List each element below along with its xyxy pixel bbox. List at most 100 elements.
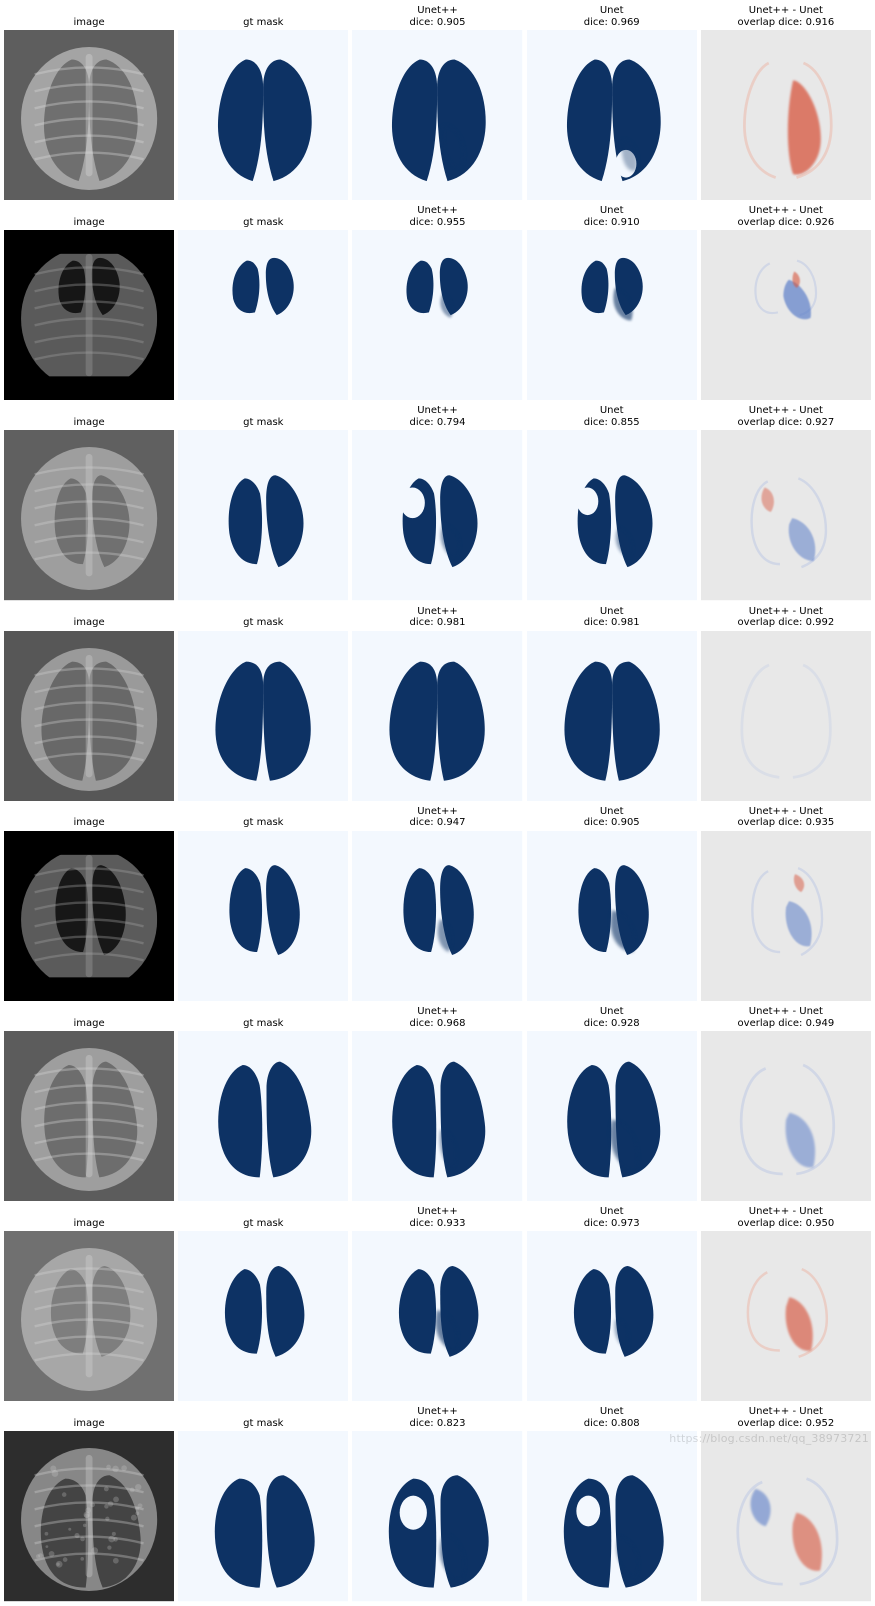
cell-r5-image: image (4, 1005, 174, 1201)
unet-svg (527, 831, 697, 1001)
panel-diff (701, 1031, 871, 1201)
title-gt: gt mask (243, 1405, 283, 1431)
image-svg (4, 631, 174, 801)
cell-r3-gt: gt mask (178, 605, 348, 801)
panel-image (4, 430, 174, 600)
panel-diff (701, 1231, 871, 1401)
title-diff: Unet++ - Unet overlap dice: 0.926 (738, 204, 835, 230)
title-unet: Unet dice: 0.910 (584, 204, 640, 230)
panel-unet (527, 631, 697, 801)
image-svg (4, 430, 174, 600)
title-image: image (74, 1005, 105, 1031)
panel-unet (527, 831, 697, 1001)
unet-svg (527, 30, 697, 200)
title-unetpp: Unet++ dice: 0.933 (410, 1205, 466, 1231)
title-diff: Unet++ - Unet overlap dice: 0.927 (738, 404, 835, 430)
panel-gt (178, 430, 348, 600)
cell-r2-image: image (4, 404, 174, 600)
cell-r1-unetpp: Unet++ dice: 0.955 (352, 204, 522, 400)
panel-diff (701, 631, 871, 801)
panel-gt (178, 1231, 348, 1401)
panel-unetpp (352, 831, 522, 1001)
cell-r0-unetpp: Unet++ dice: 0.905 (352, 4, 522, 200)
title-unetpp: Unet++ dice: 0.823 (410, 1405, 466, 1431)
gt-svg (178, 1031, 348, 1201)
gt-svg (178, 1431, 348, 1601)
panel-unet (527, 230, 697, 400)
title-unet: Unet dice: 0.808 (584, 1405, 640, 1431)
title-unet: Unet dice: 0.969 (584, 4, 640, 30)
title-image: image (74, 404, 105, 430)
cell-r2-gt: gt mask (178, 404, 348, 600)
panel-unetpp (352, 1231, 522, 1401)
image-svg (4, 1231, 174, 1401)
title-unetpp: Unet++ dice: 0.981 (410, 605, 466, 631)
title-gt: gt mask (243, 4, 283, 30)
diff-svg (701, 1231, 871, 1401)
gt-svg (178, 831, 348, 1001)
panel-image (4, 1231, 174, 1401)
gt-svg (178, 230, 348, 400)
unetpp-svg (352, 30, 522, 200)
cell-r5-gt: gt mask (178, 1005, 348, 1201)
cell-r7-image: image (4, 1405, 174, 1601)
panel-unetpp (352, 230, 522, 400)
gt-svg (178, 30, 348, 200)
cell-r7-gt: gt mask (178, 1405, 348, 1601)
panel-unet (527, 1231, 697, 1401)
title-diff: Unet++ - Unet overlap dice: 0.935 (738, 805, 835, 831)
cell-r4-gt: gt mask (178, 805, 348, 1001)
cell-r1-image: image (4, 204, 174, 400)
cell-r3-image: image (4, 605, 174, 801)
panel-unetpp (352, 1031, 522, 1201)
gt-svg (178, 1231, 348, 1401)
title-unet: Unet dice: 0.973 (584, 1205, 640, 1231)
unet-svg (527, 430, 697, 600)
cell-r1-diff: Unet++ - Unet overlap dice: 0.926 (701, 204, 871, 400)
cell-r5-unet: Unet dice: 0.928 (527, 1005, 697, 1201)
image-svg (4, 230, 174, 400)
panel-unet (527, 1431, 697, 1601)
cell-r2-unetpp: Unet++ dice: 0.794 (352, 404, 522, 600)
panel-gt (178, 1031, 348, 1201)
unet-svg (527, 230, 697, 400)
cell-r7-diff: Unet++ - Unet overlap dice: 0.952 (701, 1405, 871, 1601)
unetpp-svg (352, 1431, 522, 1601)
title-unetpp: Unet++ dice: 0.905 (410, 4, 466, 30)
title-image: image (74, 4, 105, 30)
title-unetpp: Unet++ dice: 0.794 (410, 404, 466, 430)
comparison-grid: imagegt maskUnet++ dice: 0.905Unet dice:… (4, 4, 871, 1602)
title-unet: Unet dice: 0.905 (584, 805, 640, 831)
cell-r3-unet: Unet dice: 0.981 (527, 605, 697, 801)
panel-image (4, 631, 174, 801)
diff-svg (701, 631, 871, 801)
title-unetpp: Unet++ dice: 0.947 (410, 805, 466, 831)
title-image: image (74, 805, 105, 831)
panel-diff (701, 30, 871, 200)
diff-svg (701, 831, 871, 1001)
unetpp-svg (352, 831, 522, 1001)
cell-r5-unetpp: Unet++ dice: 0.968 (352, 1005, 522, 1201)
title-diff: Unet++ - Unet overlap dice: 0.949 (738, 1005, 835, 1031)
panel-unetpp (352, 430, 522, 600)
panel-gt (178, 631, 348, 801)
panel-unet (527, 1031, 697, 1201)
unetpp-svg (352, 1031, 522, 1201)
cell-r6-image: image (4, 1205, 174, 1401)
cell-r6-gt: gt mask (178, 1205, 348, 1401)
title-gt: gt mask (243, 204, 283, 230)
cell-r5-diff: Unet++ - Unet overlap dice: 0.949 (701, 1005, 871, 1201)
title-diff: Unet++ - Unet overlap dice: 0.952 (738, 1405, 835, 1431)
panel-unetpp (352, 1431, 522, 1601)
title-unet: Unet dice: 0.981 (584, 605, 640, 631)
title-diff: Unet++ - Unet overlap dice: 0.950 (738, 1205, 835, 1231)
title-gt: gt mask (243, 605, 283, 631)
cell-r3-unetpp: Unet++ dice: 0.981 (352, 605, 522, 801)
unetpp-svg (352, 631, 522, 801)
title-gt: gt mask (243, 404, 283, 430)
cell-r6-unet: Unet dice: 0.973 (527, 1205, 697, 1401)
cell-r3-diff: Unet++ - Unet overlap dice: 0.992 (701, 605, 871, 801)
cell-r1-gt: gt mask (178, 204, 348, 400)
cell-r2-diff: Unet++ - Unet overlap dice: 0.927 (701, 404, 871, 600)
cell-r0-unet: Unet dice: 0.969 (527, 4, 697, 200)
